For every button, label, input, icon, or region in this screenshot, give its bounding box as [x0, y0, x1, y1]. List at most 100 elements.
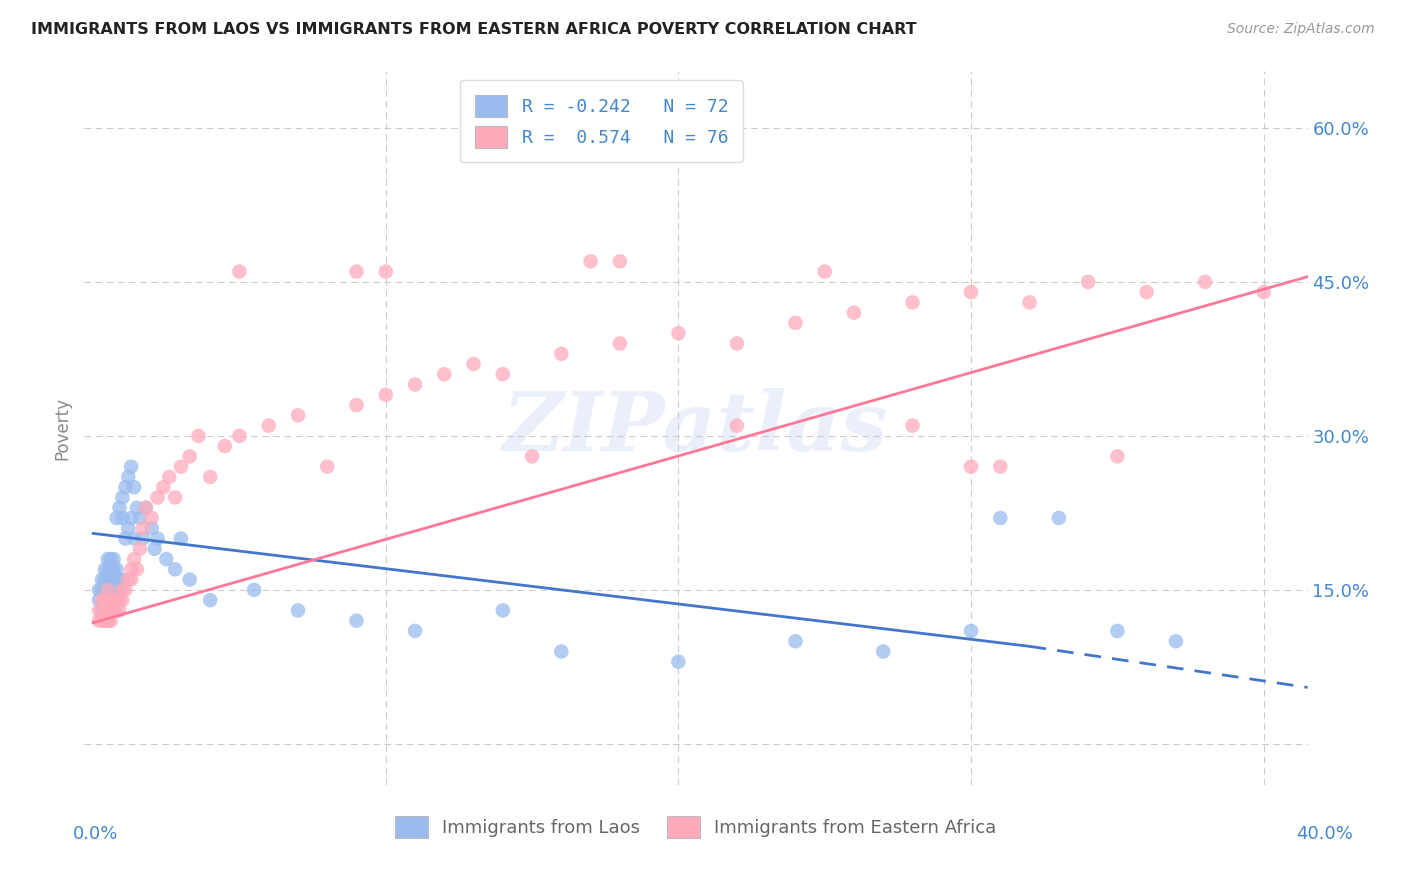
Point	[108, 582, 131, 597]
Point	[120, 511, 142, 525]
Point	[152, 480, 174, 494]
Point	[316, 459, 339, 474]
Point	[108, 573, 131, 587]
Point	[97, 603, 120, 617]
Point	[97, 582, 120, 597]
Point	[901, 295, 924, 310]
Point	[785, 634, 807, 648]
Point	[228, 429, 250, 443]
Point	[346, 264, 368, 278]
Point	[609, 336, 631, 351]
Point	[141, 511, 163, 525]
Point	[105, 582, 128, 597]
Point	[668, 655, 690, 669]
Point	[1136, 285, 1159, 299]
Point	[725, 336, 748, 351]
Point	[125, 562, 148, 576]
Point	[374, 264, 396, 278]
Point	[170, 459, 193, 474]
Point	[100, 573, 122, 587]
Point	[520, 450, 543, 464]
Point	[111, 582, 134, 597]
Point	[550, 347, 572, 361]
Point	[94, 614, 117, 628]
Point	[100, 562, 122, 576]
Point	[214, 439, 236, 453]
Point	[97, 593, 120, 607]
Point	[100, 582, 122, 597]
Point	[97, 614, 120, 628]
Point	[117, 573, 139, 587]
Point	[346, 614, 368, 628]
Point	[785, 316, 807, 330]
Point	[100, 614, 122, 628]
Point	[125, 500, 148, 515]
Point	[105, 603, 128, 617]
Point	[374, 388, 396, 402]
Point	[960, 459, 983, 474]
Point	[122, 532, 145, 546]
Point	[103, 573, 125, 587]
Point	[960, 624, 983, 638]
Point	[170, 532, 193, 546]
Point	[120, 562, 142, 576]
Point	[179, 573, 201, 587]
Point	[120, 573, 142, 587]
Text: Source: ZipAtlas.com: Source: ZipAtlas.com	[1227, 22, 1375, 37]
Point	[842, 306, 865, 320]
Point	[97, 582, 120, 597]
Point	[120, 459, 142, 474]
Point	[814, 264, 837, 278]
Point	[103, 582, 125, 597]
Point	[1253, 285, 1275, 299]
Point	[346, 398, 368, 412]
Point	[87, 603, 110, 617]
Point	[1107, 450, 1129, 464]
Point	[94, 573, 117, 587]
Point	[100, 603, 122, 617]
Text: ZIPatlas: ZIPatlas	[503, 388, 889, 468]
Point	[129, 511, 152, 525]
Point	[165, 491, 187, 505]
Point	[111, 573, 134, 587]
Point	[122, 552, 145, 566]
Point	[725, 418, 748, 433]
Point	[988, 459, 1011, 474]
Point	[960, 285, 983, 299]
Point	[87, 614, 110, 628]
Point	[179, 450, 201, 464]
Point	[609, 254, 631, 268]
Point	[463, 357, 485, 371]
Point	[94, 582, 117, 597]
Point	[90, 582, 112, 597]
Point	[155, 552, 177, 566]
Point	[1047, 511, 1070, 525]
Point	[117, 521, 139, 535]
Point	[143, 541, 166, 556]
Point	[90, 593, 112, 607]
Point	[108, 500, 131, 515]
Point	[90, 573, 112, 587]
Legend: Immigrants from Laos, Immigrants from Eastern Africa: Immigrants from Laos, Immigrants from Ea…	[387, 807, 1005, 847]
Point	[1194, 275, 1216, 289]
Point	[117, 470, 139, 484]
Point	[135, 500, 157, 515]
Point	[550, 644, 572, 658]
Point	[1077, 275, 1099, 289]
Point	[94, 593, 117, 607]
Point	[132, 521, 155, 535]
Point	[94, 603, 117, 617]
Text: 40.0%: 40.0%	[1296, 825, 1353, 843]
Point	[114, 480, 136, 494]
Point	[108, 593, 131, 607]
Point	[103, 562, 125, 576]
Point	[198, 470, 221, 484]
Point	[94, 593, 117, 607]
Point	[1107, 624, 1129, 638]
Point	[404, 377, 426, 392]
Point	[141, 521, 163, 535]
Point	[135, 500, 157, 515]
Point	[872, 644, 894, 658]
Point	[105, 562, 128, 576]
Point	[228, 264, 250, 278]
